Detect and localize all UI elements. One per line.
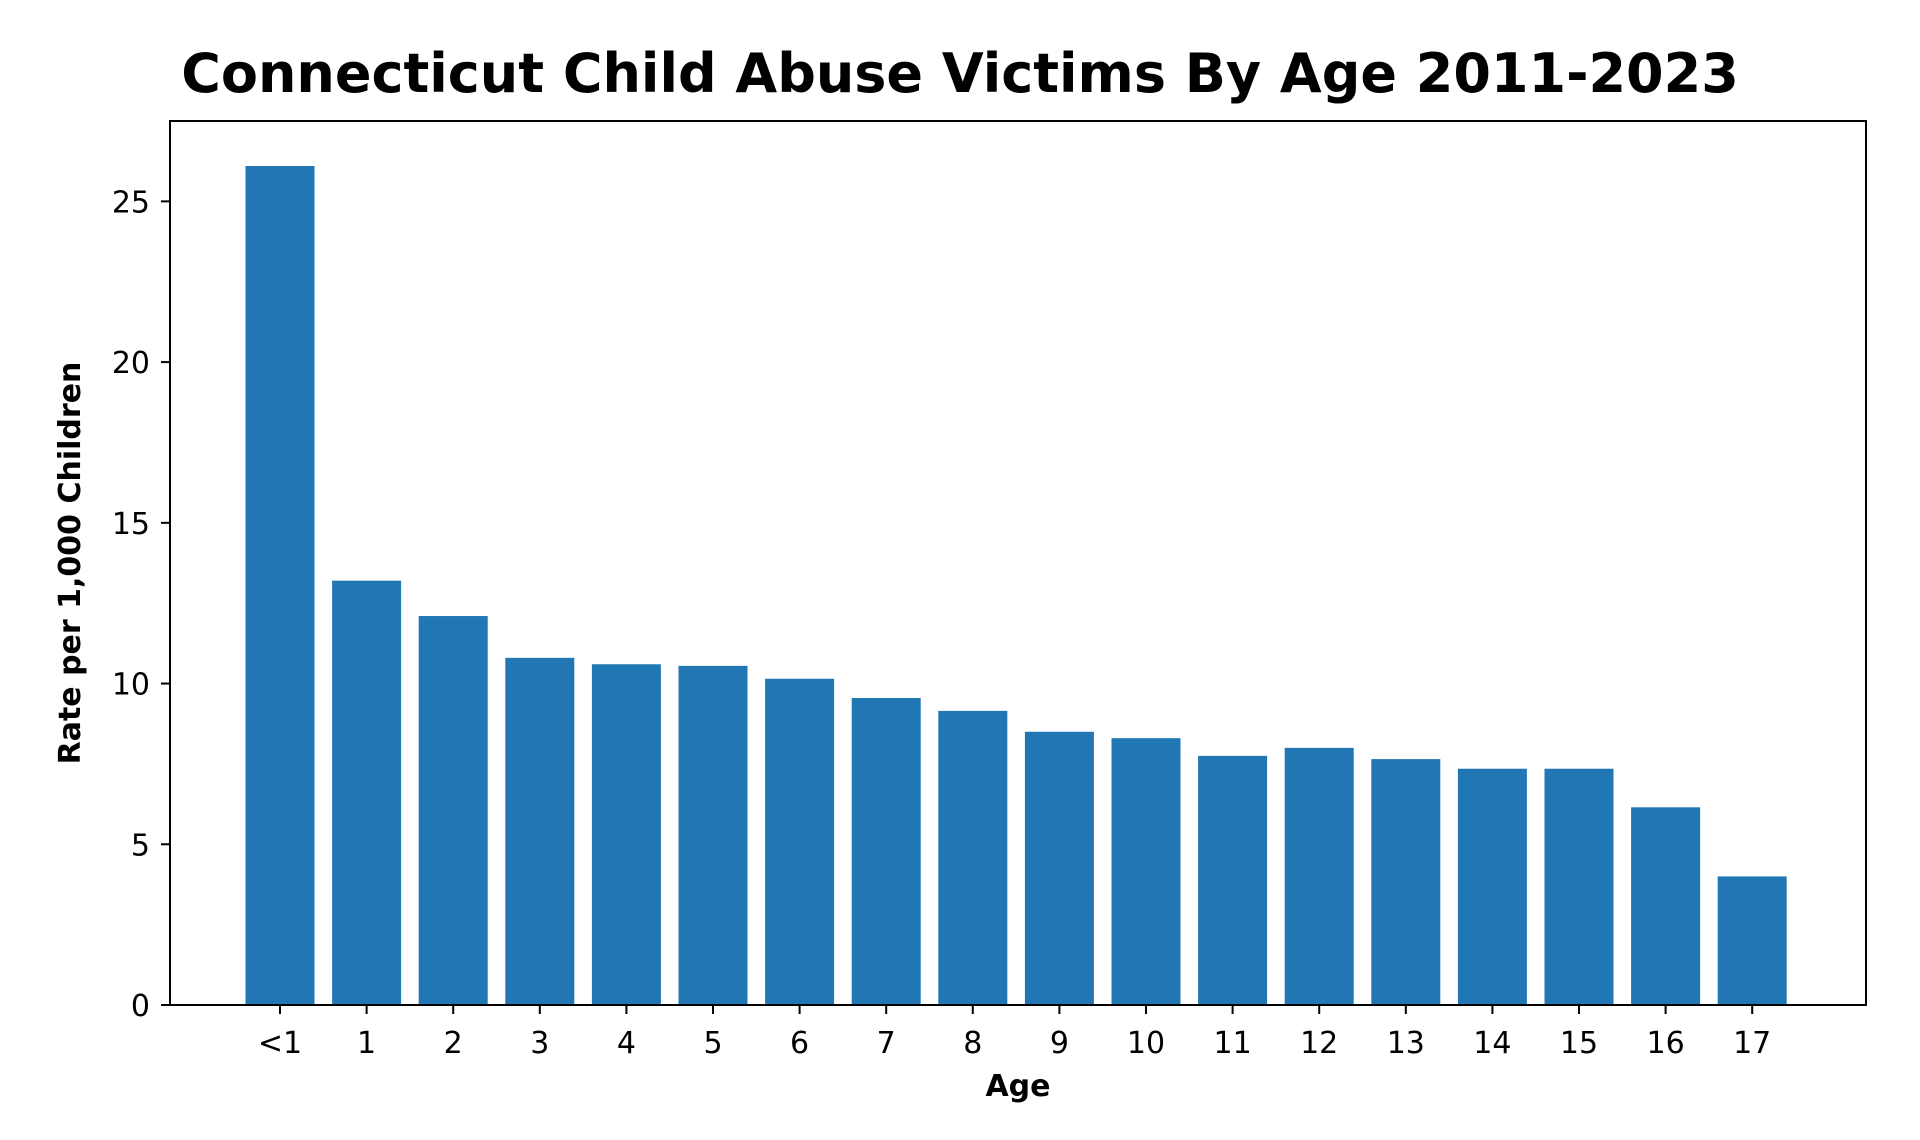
x-tick-label-7: 7	[877, 1026, 896, 1061]
y-tick-label-4: 20	[112, 346, 150, 381]
x-tick-label-5: 5	[703, 1026, 722, 1061]
y-tick-label-2: 10	[112, 668, 150, 703]
x-tick-label-12: 12	[1300, 1026, 1338, 1061]
y-tick-label-3: 15	[112, 507, 150, 542]
x-tick-label-10: 10	[1127, 1026, 1165, 1061]
x-tick-label-2: 2	[444, 1026, 463, 1061]
x-tick-label-17: 17	[1733, 1026, 1771, 1061]
bar-0	[245, 166, 315, 1005]
bar-4	[591, 664, 661, 1005]
x-tick-label-14: 14	[1473, 1026, 1511, 1061]
bar-15	[1544, 768, 1614, 1005]
x-tick-label-16: 16	[1647, 1026, 1685, 1061]
bar-2	[418, 616, 488, 1005]
x-tick-label-6: 6	[790, 1026, 809, 1061]
bar-8	[938, 710, 1008, 1005]
chart-title: Connecticut Child Abuse Victims By Age 2…	[181, 42, 1739, 105]
y-tick-label-5: 25	[112, 185, 150, 220]
x-tick-label-13: 13	[1387, 1026, 1425, 1061]
x-tick-label-8: 8	[963, 1026, 982, 1061]
x-tick-label-0: <1	[258, 1026, 302, 1061]
bar-16	[1631, 807, 1701, 1005]
x-tick-label-9: 9	[1050, 1026, 1069, 1061]
bar-10	[1111, 738, 1181, 1005]
x-tick-label-11: 11	[1214, 1026, 1252, 1061]
y-axis: 0 5 10 15 20 25	[112, 185, 170, 1024]
bar-12	[1284, 747, 1354, 1005]
bars-group	[245, 166, 1787, 1005]
bar-5	[678, 665, 748, 1005]
bar-6	[765, 678, 835, 1005]
y-tick-label-0: 0	[131, 989, 150, 1024]
x-axis-label: Age	[985, 1069, 1050, 1104]
x-tick-label-15: 15	[1560, 1026, 1598, 1061]
bar-13	[1371, 759, 1441, 1005]
x-tick-label-1: 1	[357, 1026, 376, 1061]
x-tick-label-3: 3	[530, 1026, 549, 1061]
y-tick-label-1: 5	[131, 828, 150, 863]
bar-14	[1457, 768, 1527, 1005]
bar-9	[1024, 731, 1094, 1005]
bar-7	[851, 698, 921, 1005]
y-axis-label: Rate per 1,000 Children	[53, 362, 88, 765]
bar-17	[1717, 876, 1787, 1005]
bar-3	[505, 657, 575, 1005]
bar-11	[1198, 755, 1268, 1005]
x-axis: <1 1 2 3 4 5 6 7 8 9 10 11 12 13 14 15 16 17	[258, 1005, 1771, 1061]
bar-1	[332, 580, 402, 1005]
plot-frame	[169, 120, 1867, 1006]
x-tick-label-4: 4	[617, 1026, 636, 1061]
